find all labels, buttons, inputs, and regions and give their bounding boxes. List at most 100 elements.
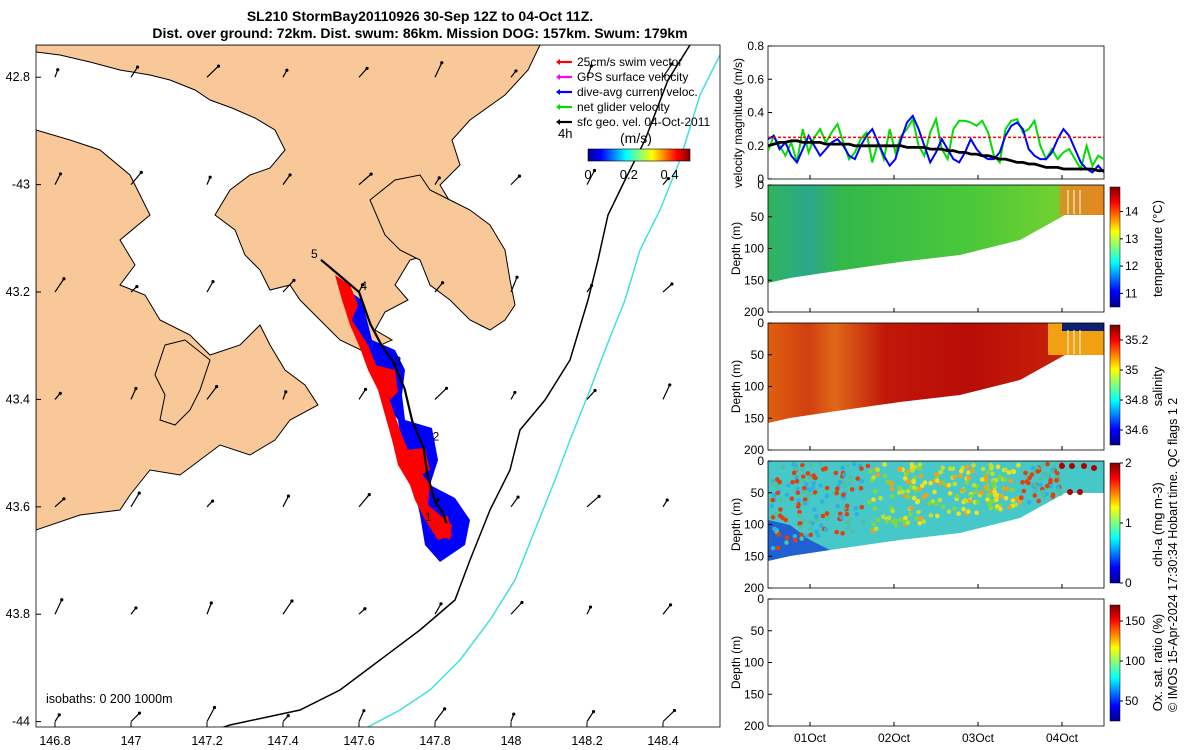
chla-sample-dot [867,500,872,505]
chla-sample-dot [873,526,879,532]
chla-sample-dot [850,529,855,534]
temperature-panel [767,184,1121,313]
legend-label: 25cm/s swim vector [577,55,682,69]
chla-sample-dot [979,477,985,482]
geo-velocity-arrow [586,388,597,400]
copyright-text: © IMOS 15-Apr-2024 17:30:34 Hobart time.… [1166,397,1180,712]
depth-tick-label: 100 [744,518,764,532]
temperature-colorbar [1109,186,1121,308]
geo-velocity-arrow [282,713,290,723]
geo-velocity-arrow [434,707,447,722]
chart-title-line1: SL210 StormBay20110926 30-Sep 12Z to 04-… [246,8,594,24]
chla-sample-dot [947,491,953,496]
chla-sample-dot [956,511,961,516]
chla-sample-dot [798,521,803,526]
chla-sample-dot [808,526,813,532]
chla-sample-dot [968,493,974,499]
geo-velocity-arrow [206,175,212,185]
velocity-panel: 0 0.2 0.4 0.6 0.8 velocity magnitude (m/s) [731,39,1105,188]
geo-velocity-arrow [54,172,63,185]
chla-sample-dot [875,472,880,478]
geo-velocity-arrow [206,601,213,615]
waypoint-label: 4 [360,279,367,293]
geo-velocity-arrow [510,174,522,186]
chla-sample-dot [800,466,805,472]
chla-sample-dot [812,490,818,495]
geo-velocity-arrow [282,278,296,293]
chla-sample-dot [898,517,904,523]
geo-velocity-arrow [586,64,593,78]
chla-sample-dot [1006,470,1012,475]
colorbar-tick-label: 1 [1125,516,1132,530]
chla-sample-dot [824,511,830,516]
colorbar-tick-label: 100 [1125,654,1145,668]
chla-sample-dot [889,482,894,487]
chla-sample-dot [795,490,801,496]
chla-sample-dot [1011,469,1017,475]
chla-sample-dot [1019,495,1024,501]
chla-sample-dot [911,495,917,501]
chla-sample-dot [810,485,815,490]
chla-sample-dot [952,481,958,487]
chla-sample-dot [986,492,992,498]
chla-sample-dot [1038,482,1043,488]
chla-sample-dot [998,494,1003,499]
geo-velocity-arrow [510,495,520,508]
chla-sample-dot [1021,488,1027,494]
chla-high-dot [1069,463,1075,469]
chla-sample-dot [910,468,915,473]
chla-sample-dot [818,461,823,467]
chla-sample-dot [946,482,952,488]
chla-sample-dot [1029,472,1035,477]
chla-sample-dot [819,523,824,528]
chla-sample-dot [966,509,971,514]
map-colorbar-tick: 0 [584,167,591,182]
chla-sample-dot [802,497,808,502]
depth-axis-label: Depth (m) [729,222,743,275]
chla-sample-dot [922,480,928,485]
map-ytick-label: 43.6 [6,500,30,514]
map-xtick-label: 147.4 [267,734,298,748]
geo-velocity-arrow [662,498,669,508]
chla-sample-dot [1002,477,1008,483]
geo-velocity-arrow [282,173,292,185]
geo-velocity-arrow [510,275,519,293]
chla-sample-dot [971,463,976,468]
chla-sample-dot [983,474,989,480]
chla-colorbar [1109,462,1121,584]
chla-sample-dot [1016,463,1021,468]
chla-sample-dot [848,480,853,486]
chla-sample-dot [918,515,924,521]
chla-sample-dot [1023,470,1028,476]
salinity-profile-gaps [1067,330,1081,354]
colorbar-tick-label: 12 [1125,259,1139,273]
chla-sample-dot [796,498,801,503]
depth-tick-label: 100 [744,656,764,670]
chla-sample-dot [975,500,980,505]
chla-sample-dot [771,492,777,498]
depth-tick-label: 200 [744,719,764,733]
map-colorbar [587,148,691,162]
chla-sample-dot [1030,465,1036,471]
legend-label: GPS surface velocity [577,70,688,84]
chla-sample-dot [918,473,924,479]
chla-sample-dot [842,484,847,490]
chla-sample-dot [800,474,806,480]
chla-sample-dot [1055,471,1060,476]
chla-sample-dot [1041,471,1046,476]
waypoint-label: 1 [425,510,432,524]
chla-high-dot [1077,489,1083,495]
land-bruny-island [154,339,211,426]
chla-sample-dot [775,483,780,489]
chla-sample-dot [815,533,821,539]
isobaths-label: isobaths: 0 200 1000m [46,692,172,706]
chla-sample-dot [784,540,789,545]
colorbar-tick-label: 35 [1125,363,1139,377]
chla-sample-dot [998,506,1003,512]
geo-velocity-arrow [662,62,674,78]
chla-sample-dot [814,514,819,519]
chla-sample-dot [921,494,926,500]
chla-sample-dot [952,474,957,480]
velocity-series-line [768,113,1104,174]
geo-velocity-arrow [54,497,66,508]
